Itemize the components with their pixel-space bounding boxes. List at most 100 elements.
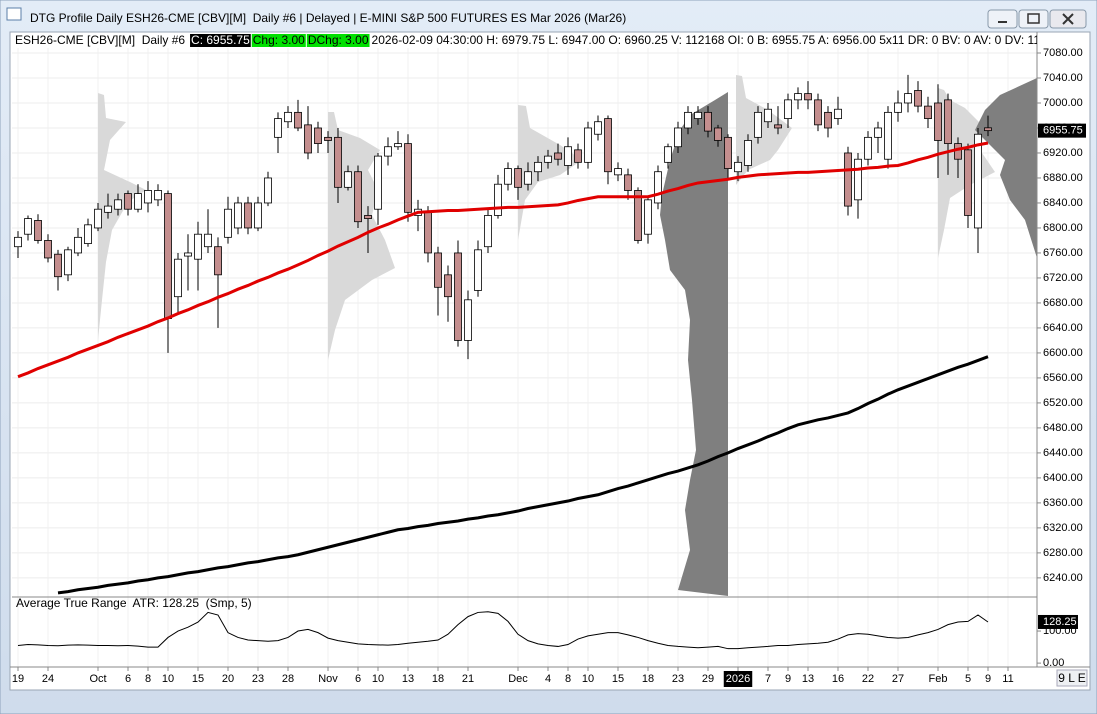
candle-body bbox=[604, 118, 612, 173]
info-text: ESH26-CME [CBV][M] Daily #6 bbox=[15, 33, 185, 47]
y-tick-label: 6280.00 bbox=[1043, 547, 1083, 559]
x-tick-label: Dec bbox=[508, 673, 528, 685]
candle-body bbox=[514, 168, 522, 188]
y-tick-label: 6360.00 bbox=[1043, 497, 1083, 509]
x-tick-label: 23 bbox=[252, 673, 264, 685]
y-tick-label: 6560.00 bbox=[1043, 372, 1083, 384]
candle-body bbox=[244, 202, 252, 229]
candle-body bbox=[34, 220, 42, 241]
x-tick-label: 10 bbox=[162, 673, 174, 685]
x-tick-label: 2026 bbox=[726, 673, 750, 685]
candle-body bbox=[434, 252, 442, 288]
candle-body bbox=[814, 99, 822, 126]
info-badge bbox=[190, 34, 251, 47]
candle-body bbox=[254, 202, 262, 229]
candle-body bbox=[644, 199, 652, 235]
x-tick-label: 21 bbox=[462, 673, 474, 685]
candle-body bbox=[674, 127, 682, 148]
candle-body bbox=[524, 171, 532, 185]
candle-body bbox=[584, 127, 592, 163]
y-tick-label: 6640.00 bbox=[1043, 322, 1083, 334]
x-tick-label: 18 bbox=[432, 673, 444, 685]
candle-body bbox=[114, 199, 122, 210]
candle-body bbox=[834, 108, 842, 120]
candle-body bbox=[124, 193, 132, 210]
last-value-box bbox=[1038, 614, 1078, 629]
candle-body bbox=[894, 102, 902, 113]
y-tick-label: 0.00 bbox=[1043, 657, 1064, 669]
candle-body bbox=[784, 99, 792, 120]
candle-body bbox=[74, 236, 82, 254]
x-tick-label: 7 bbox=[765, 673, 771, 685]
candle-body bbox=[334, 136, 342, 188]
moving-average bbox=[17, 141, 989, 379]
candle-body bbox=[314, 127, 322, 145]
candle-body bbox=[654, 171, 662, 204]
candle-body bbox=[504, 168, 512, 185]
candle-body bbox=[104, 205, 112, 213]
x-tick-label: 28 bbox=[282, 673, 294, 685]
candle-body bbox=[364, 215, 372, 219]
y-tick-label: 6520.00 bbox=[1043, 397, 1083, 409]
candle-body bbox=[964, 149, 972, 216]
candle-body bbox=[564, 146, 572, 166]
last-price-label: 6955.75 bbox=[1043, 125, 1083, 137]
x-tick-label: 10 bbox=[582, 673, 594, 685]
candle-body bbox=[694, 111, 702, 120]
x-tick-label: Oct bbox=[89, 673, 106, 685]
candle-body bbox=[774, 124, 782, 129]
x-tick-label: 15 bbox=[192, 673, 204, 685]
candle-body bbox=[444, 274, 452, 298]
x-tick-label: 16 bbox=[832, 673, 844, 685]
candle-body bbox=[94, 208, 102, 229]
x-tick-label: 5 bbox=[965, 673, 971, 685]
minimize-button[interactable] bbox=[987, 9, 1018, 29]
x-tick-label: 6 bbox=[355, 673, 361, 685]
footer-box bbox=[1056, 669, 1088, 687]
candle-body bbox=[154, 190, 162, 201]
x-tick-label: 13 bbox=[402, 673, 414, 685]
volume-profile-dark bbox=[975, 78, 1037, 258]
candle-body bbox=[824, 111, 832, 129]
candle-body bbox=[804, 93, 812, 101]
info-badge bbox=[251, 34, 306, 47]
candle-body bbox=[884, 111, 892, 160]
x-tick-label: 8 bbox=[145, 673, 151, 685]
info-badge bbox=[306, 34, 370, 47]
candle-body bbox=[854, 158, 862, 201]
footer-label: 9 L E bbox=[1058, 671, 1086, 685]
candle-body bbox=[284, 111, 292, 123]
window-buttons bbox=[987, 9, 1087, 29]
x-tick-label: 9 bbox=[985, 673, 991, 685]
candle-body bbox=[174, 258, 182, 298]
candle-body bbox=[54, 253, 62, 278]
candle-body bbox=[764, 108, 772, 123]
volume-profile bbox=[518, 105, 582, 240]
atr-title: Average True Range ATR: 128.25 (Smp, 5) bbox=[16, 596, 252, 610]
candle-body bbox=[634, 190, 642, 241]
candle-body bbox=[274, 118, 282, 138]
x-tick-label: Feb bbox=[929, 673, 948, 685]
info-text: C: 6955.75 bbox=[191, 33, 250, 47]
x-tick-label: 4 bbox=[545, 673, 551, 685]
y-tick-label: 6680.00 bbox=[1043, 297, 1083, 309]
y-tick-label: 6880.00 bbox=[1043, 172, 1083, 184]
x-tick-label: 19 bbox=[12, 673, 24, 685]
y-tick-label: 7000.00 bbox=[1043, 97, 1083, 109]
candle-body bbox=[954, 143, 962, 160]
candle-body bbox=[64, 249, 72, 276]
candle-body bbox=[544, 155, 552, 163]
candle-body bbox=[344, 171, 352, 188]
candle-body bbox=[324, 136, 332, 141]
candle-body bbox=[424, 211, 432, 254]
y-tick-label: 6440.00 bbox=[1043, 447, 1083, 459]
candle-body bbox=[304, 124, 312, 154]
candle-body bbox=[24, 218, 32, 235]
candle-body bbox=[744, 140, 752, 166]
price-pane bbox=[14, 74, 992, 595]
info-line: ESH26-CME [CBV][M] Daily #6 C: 6955.75 Chg… bbox=[15, 33, 1037, 47]
candle-body bbox=[574, 149, 582, 163]
candle-body bbox=[214, 246, 222, 276]
y-tick-label: 6840.00 bbox=[1043, 197, 1083, 209]
maximize-button[interactable] bbox=[1018, 9, 1049, 29]
